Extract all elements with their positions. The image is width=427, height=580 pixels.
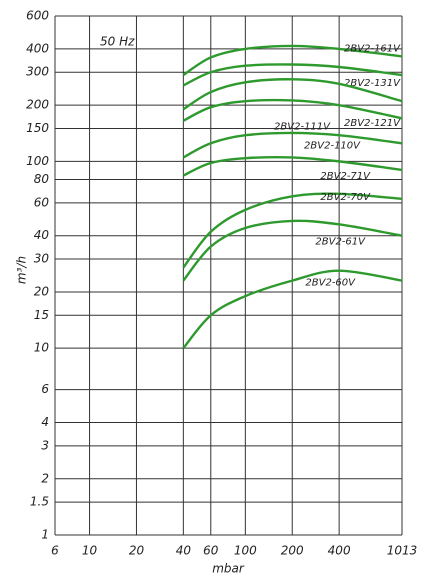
series-label: 2BV2-111V (274, 121, 331, 132)
curve (182, 131, 403, 159)
y-tick-label: 400 (26, 41, 49, 55)
curve (182, 155, 403, 177)
y-tick-label: 60 (34, 195, 50, 209)
y-tick-label: 600 (26, 9, 49, 23)
series-label: 2BV2-131V (344, 78, 401, 89)
series-label: 2BV2-161V (344, 43, 401, 54)
curve (182, 78, 403, 111)
x-tick-label: 60 (203, 544, 219, 558)
y-tick-label: 80 (34, 172, 50, 186)
y-axis-label: m³/h (15, 256, 29, 284)
curve (182, 63, 403, 87)
y-tick-label: 200 (26, 98, 49, 112)
y-tick-label: 30 (34, 252, 50, 266)
series-label: 2BV2-71V (320, 171, 371, 182)
y-tick-label: 20 (34, 284, 50, 298)
y-tick-label: 3 (41, 438, 49, 452)
y-tick-label: 1.5 (30, 495, 49, 509)
y-tick-label: 1 (41, 528, 49, 542)
y-tick-label: 6 (41, 382, 49, 396)
y-tick-label: 4 (41, 415, 49, 429)
x-axis-label: mbar (212, 562, 245, 576)
curve (182, 219, 403, 282)
x-tick-label: 200 (281, 544, 304, 558)
series-label: 2BV2-61V (315, 237, 366, 248)
x-tick-label: 40 (176, 544, 192, 558)
curve (182, 192, 403, 269)
y-tick-label: 2 (41, 471, 49, 485)
x-tick-label: 400 (328, 544, 351, 558)
annotation: 50 Hz (100, 35, 135, 49)
series-label: 2BV2-121V (344, 118, 401, 129)
x-tick-label: 100 (234, 544, 257, 558)
y-tick-label: 15 (34, 308, 49, 322)
curve (182, 44, 403, 76)
x-tick-label: 20 (129, 544, 145, 558)
series-label: 2BV2-70V (320, 192, 371, 203)
y-tick-label: 150 (26, 121, 49, 135)
curve (182, 98, 403, 122)
series-label: 2BV2-60V (305, 278, 356, 289)
y-tick-label: 300 (26, 65, 49, 79)
x-tick-label: 10 (82, 544, 98, 558)
y-tick-label: 40 (34, 228, 50, 242)
x-tick-label: 1013 (387, 544, 418, 558)
y-tick-label: 10 (34, 341, 50, 355)
y-tick-label: 100 (26, 154, 49, 168)
x-tick-label: 6 (51, 544, 59, 558)
series-label: 2BV2-110V (304, 140, 361, 151)
curve (182, 269, 403, 349)
